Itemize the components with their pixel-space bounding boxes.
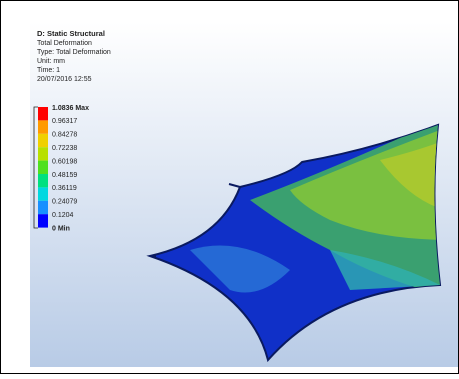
legend-label: 0.24079 — [52, 199, 77, 206]
page: D: Static Structural Total Deformation Ty… — [0, 0, 459, 379]
legend-label: 0.1204 — [52, 212, 74, 219]
legend-label: 1.0836 Max — [52, 105, 89, 112]
legend-label: 0.96317 — [52, 118, 77, 125]
info-line: Unit: mm — [37, 58, 65, 65]
legend-label: 0.60198 — [52, 158, 77, 165]
legend-label: 0 Min — [52, 225, 70, 232]
legend-label: 0.84278 — [52, 132, 77, 139]
legend-label: 0.72238 — [52, 145, 77, 152]
viewport: D: Static Structural Total Deformation Ty… — [0, 0, 459, 374]
result-title: D: Static Structural — [37, 29, 105, 38]
info-line: 20/07/2016 12:55 — [37, 76, 92, 83]
info-line: Total Deformation — [37, 40, 92, 47]
legend-label: 0.48159 — [52, 172, 77, 179]
info-line: Time: 1 — [37, 67, 60, 74]
info-line: Type: Total Deformation — [37, 49, 111, 56]
legend-label: 0.36119 — [52, 185, 77, 192]
